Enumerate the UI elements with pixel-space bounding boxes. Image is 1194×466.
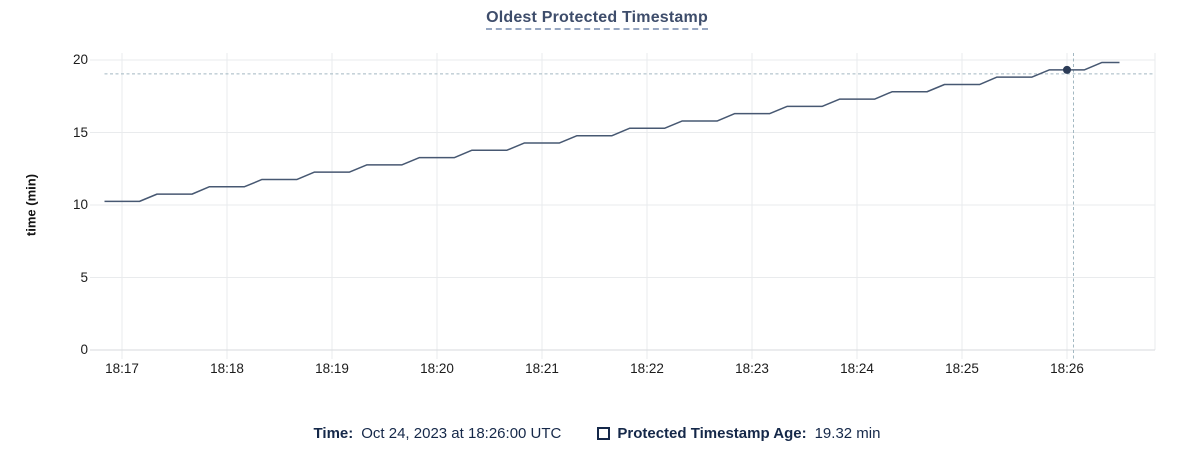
legend-time-value: Oct 24, 2023 at 18:26:00 UTC	[361, 425, 562, 442]
x-tick-label: 18:24	[840, 361, 874, 376]
x-tick-label: 18:23	[735, 361, 769, 376]
legend-time-label: Time:	[313, 425, 354, 442]
x-tick-label: 18:21	[525, 361, 559, 376]
x-tick-label: 18:26	[1050, 361, 1084, 376]
x-tick-label: 18:19	[315, 361, 349, 376]
legend-series-label: Protected Timestamp Age:	[617, 425, 807, 442]
x-tick-label: 18:22	[630, 361, 664, 376]
x-tick-label: 18:20	[420, 361, 454, 376]
legend-series-value: 19.32 min	[814, 425, 881, 442]
y-tick-label: 10	[72, 197, 88, 212]
x-tick-label: 18:25	[945, 361, 979, 376]
legend-time-item: Time: Oct 24, 2023 at 18:26:00 UTC	[314, 425, 562, 442]
y-tick-label: 0	[80, 342, 88, 357]
y-tick-label: 20	[72, 52, 88, 67]
hover-legend: Time: Oct 24, 2023 at 18:26:00 UTC Prote…	[0, 425, 1194, 442]
y-tick-label: 15	[72, 124, 88, 140]
x-tick-label: 18:18	[210, 361, 244, 376]
checkbox-outline-icon	[597, 427, 611, 440]
y-tick-label: 5	[80, 269, 88, 285]
series-line	[104, 61, 1120, 203]
x-tick-label: 18:17	[105, 361, 139, 376]
legend-series-item: Protected Timestamp Age: 19.32 min	[597, 425, 880, 442]
hover-dot	[1063, 65, 1071, 74]
chart-title-text: Oldest Protected Timestamp	[486, 9, 708, 30]
chart-title: Oldest Protected Timestamp	[0, 9, 1194, 30]
